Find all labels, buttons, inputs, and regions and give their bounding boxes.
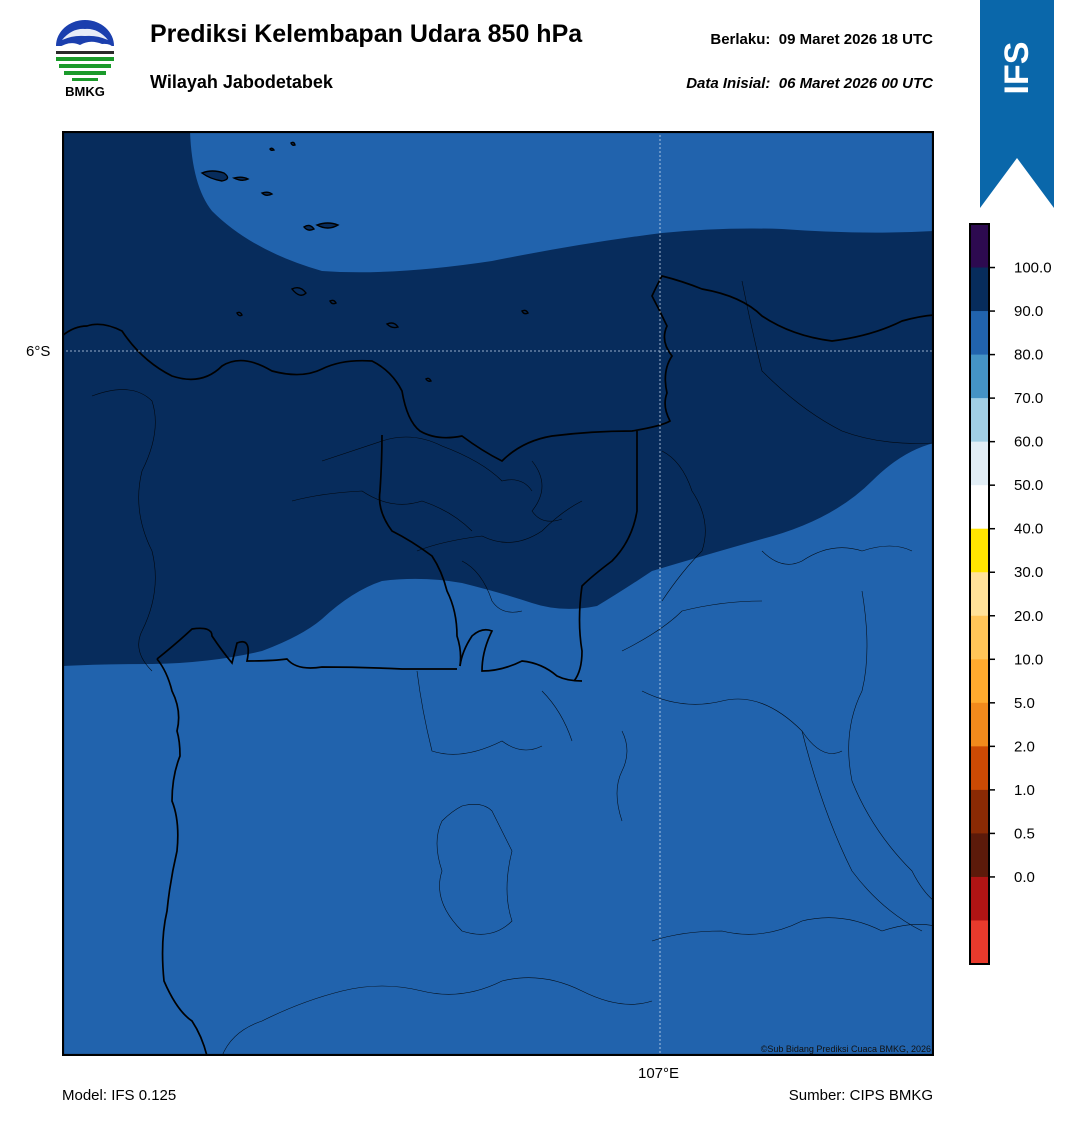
colorbar-segment xyxy=(970,876,989,921)
colorbar-segment xyxy=(970,702,989,747)
colorbar-segment xyxy=(970,441,989,486)
logo-text: BMKG xyxy=(65,84,105,99)
bmkg-logo-icon xyxy=(56,20,114,81)
colorbar-segment xyxy=(970,572,989,617)
colorbar-segment xyxy=(970,267,989,312)
colorbar-segment xyxy=(970,224,989,269)
longitude-label: 107°E xyxy=(638,1065,680,1082)
colorbar-segment xyxy=(970,833,989,878)
colorbar-tick-label: 60.0 xyxy=(1014,434,1043,451)
map-canvas xyxy=(61,130,935,1057)
init-value: 06 Maret 2026 00 UTC xyxy=(778,75,933,92)
colorbar-tick-label: 0.5 xyxy=(1014,825,1035,842)
valid-label: Berlaku: xyxy=(710,31,771,48)
ribbon-shape: IFS xyxy=(980,0,1054,208)
source-label: Sumber: CIPS BMKG xyxy=(788,1087,933,1104)
colorbar-tick-label: 70.0 xyxy=(1014,390,1043,407)
humidity-zone-90-100 xyxy=(62,131,934,666)
humidity-map[interactable] xyxy=(61,130,935,1057)
colorbar-segment xyxy=(970,659,989,704)
colorbar-tick-label: 20.0 xyxy=(1014,608,1043,625)
colorbar-segment xyxy=(970,528,989,573)
colorbar-tick-label: 90.0 xyxy=(1014,303,1043,320)
map-title: Prediksi Kelembapan Udara 850 hPa xyxy=(150,20,583,48)
colorbar-segment xyxy=(970,746,989,791)
colorbar-tick-label: 100.0 xyxy=(1014,260,1052,277)
valid-value: 09 Maret 2026 18 UTC xyxy=(778,31,933,48)
colorbar-tick-label: 2.0 xyxy=(1014,738,1035,755)
map-frame xyxy=(61,130,935,1057)
init-time: Data Inisial: 06 Maret 2026 00 UTC xyxy=(686,75,933,92)
colorbar-legend: 100.0 90.0 80.0 70.0 60.0 50.0 40.0 30.0 20.0 10.… xyxy=(969,223,1052,965)
latitude-label: 6°S xyxy=(26,343,51,360)
ribbon-label: IFS xyxy=(998,42,1036,95)
colorbar-tick-label: 5.0 xyxy=(1014,695,1035,712)
islands xyxy=(200,141,529,382)
colorbar-segment xyxy=(970,354,989,399)
colorbar-tick-label: 40.0 xyxy=(1014,521,1043,538)
district-boundaries xyxy=(91,280,935,1057)
colorbar-tick-label: 80.0 xyxy=(1014,347,1043,364)
colorbar-frame xyxy=(969,223,990,965)
colorbar: 100.0 90.0 80.0 70.0 60.0 50.0 40.0 30.0 20.0 10.… xyxy=(968,222,1068,967)
copyright-note: ©Sub Bidang Prediksi Cuaca BMKG, 2026 xyxy=(760,1044,931,1054)
colorbar-tick-label: 30.0 xyxy=(1014,564,1043,581)
bmkg-logo: BMKG xyxy=(52,20,118,102)
colorbar-tick-label: 10.0 xyxy=(1014,651,1043,668)
colorbar-segment xyxy=(970,398,989,443)
colorbar-segment xyxy=(970,789,989,834)
colorbar-segment xyxy=(970,311,989,356)
colorbar-segment xyxy=(970,615,989,660)
colorbar-tick-label: 50.0 xyxy=(1014,477,1043,494)
province-borders xyxy=(156,431,638,1057)
model-ribbon: IFS xyxy=(980,0,1054,210)
region-title: Wilayah Jabodetabek xyxy=(150,72,333,92)
colorbar-tick-label: 0.0 xyxy=(1014,869,1035,886)
colorbar-segment xyxy=(970,920,989,965)
model-label: Model: IFS 0.125 xyxy=(62,1087,177,1104)
colorbar-segment xyxy=(970,485,989,530)
valid-time: Berlaku: 09 Maret 2026 18 UTC xyxy=(710,31,933,48)
colorbar-tick-label: 1.0 xyxy=(1014,782,1035,799)
init-label: Data Inisial: xyxy=(686,75,771,92)
coastline xyxy=(61,275,935,463)
